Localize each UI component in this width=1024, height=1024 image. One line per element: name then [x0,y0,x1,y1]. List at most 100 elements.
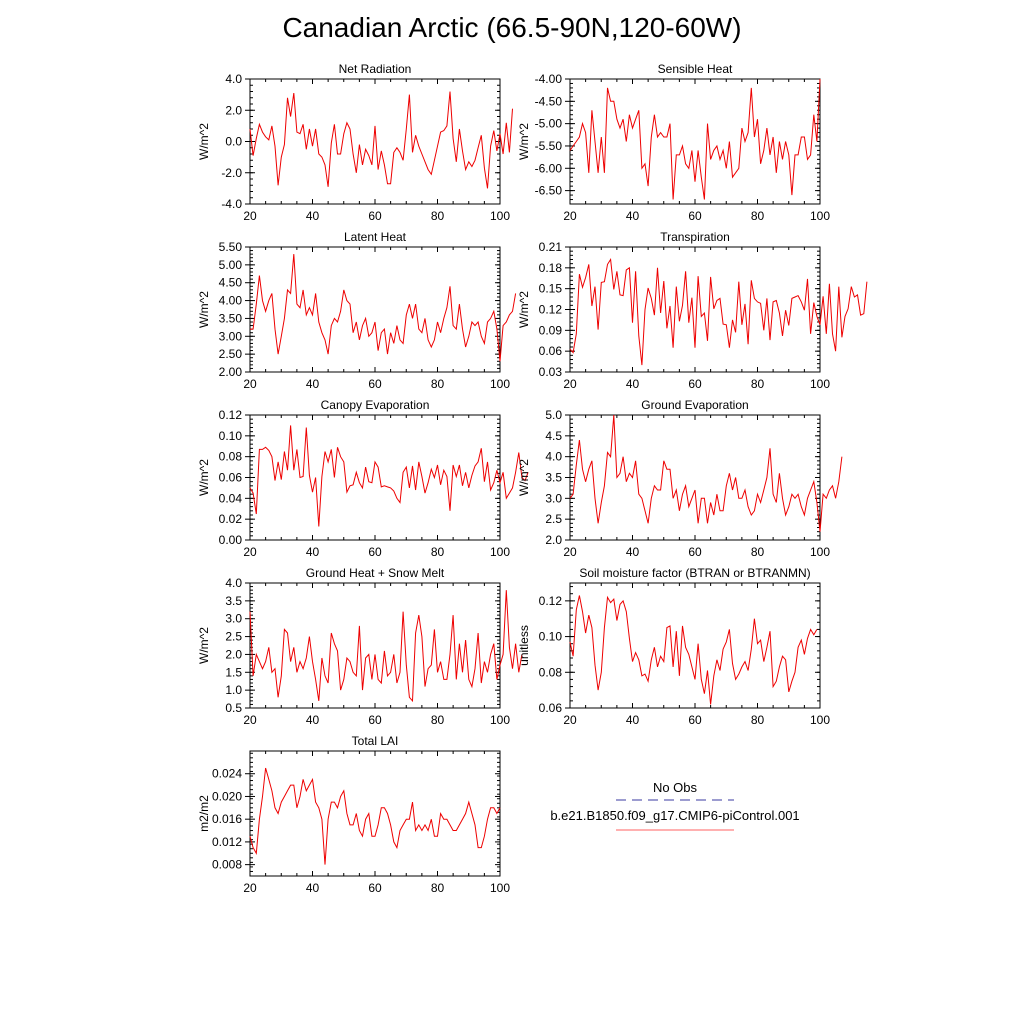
y-tick-label: 1.5 [225,665,242,679]
x-tick-label: 20 [243,881,257,895]
y-tick-label: -6.50 [535,184,563,198]
y-tick-label: 0.016 [212,812,242,826]
legend: No Obs b.e21.B1850.f09_g17.CMIP6-piContro… [550,780,800,831]
y-tick-label: 0.12 [539,303,563,317]
x-tick-label: 40 [306,881,320,895]
y-tick-label: 4.0 [225,72,242,86]
plot-frame [249,750,501,877]
y-tick-label: 0.008 [212,858,242,872]
y-tick-label: 0.10 [539,630,563,644]
y-tick-label: 2.50 [219,347,243,361]
y-tick-label: 0.020 [212,789,242,803]
y-tick-label: 0.5 [225,701,242,715]
x-tick-label: 100 [490,713,510,727]
panel-title: Net Radiation [339,62,412,76]
chart-panel: 20 40 60 80 100 0.00 0.02 0.04 0.06 0.08 0.10 0.12 C… [197,398,529,559]
plot-frame [249,414,501,541]
chart-panel: 20 40 60 80 100 -6.50 -6.00 -5.50 -5.00 -4.50 -4.0… [517,62,830,223]
x-tick-label: 60 [368,209,382,223]
x-tick-label: 100 [810,713,830,727]
y-tick-label: 3.0 [545,491,562,505]
y-tick-label: 2.0 [225,103,242,117]
panel-title: Ground Heat + Snow Melt [306,566,445,580]
y-axis-label: W/m^2 [197,291,211,328]
y-tick-label: 0.06 [539,701,563,715]
y-tick-label: 0.02 [219,512,243,526]
panel-title: Total LAI [352,734,399,748]
x-tick-label: 20 [243,713,257,727]
y-tick-label: 3.5 [225,594,242,608]
x-tick-label: 80 [431,545,445,559]
x-tick-label: 80 [431,713,445,727]
y-axis-label: m2/m2 [197,795,211,832]
x-tick-label: 100 [490,881,510,895]
y-tick-label: -2.0 [221,166,242,180]
series-line [569,78,821,200]
y-tick-label: 0.08 [539,665,563,679]
x-tick-label: 20 [563,545,577,559]
series-line [569,414,843,532]
chart-panel: 20 40 60 80 100 0.03 0.06 0.09 0.12 0.15 0.18 0.21 T… [517,230,868,391]
y-tick-label: 0.08 [219,450,243,464]
y-tick-label: 5.50 [219,240,243,254]
chart-panel: 20 40 60 80 100 0.008 0.012 0.016 0.020 0.024 Tota… [197,734,510,895]
x-tick-label: 60 [368,881,382,895]
y-tick-label: 0.06 [539,344,563,358]
y-tick-label: 0.03 [539,365,563,379]
x-tick-label: 40 [626,713,640,727]
chart-panel: 20 40 60 80 100 -4.0 -2.0 0.0 2.0 4.0 Net Radiatio… [197,62,513,223]
y-tick-label: 3.5 [545,471,562,485]
x-tick-label: 80 [751,545,765,559]
x-tick-label: 40 [306,545,320,559]
chart-panel: 20 40 60 80 100 0.5 1.0 1.5 2.0 2.5 3.0 3.5 4.0 Groun… [197,566,523,727]
plot-frame [249,582,501,709]
y-tick-label: -5.00 [535,117,563,131]
series-line [250,254,517,362]
y-tick-label: 5.00 [219,258,243,272]
y-tick-label: 0.21 [539,240,563,254]
x-tick-label: 40 [626,209,640,223]
x-tick-label: 100 [490,209,510,223]
y-tick-label: 4.0 [225,576,242,590]
y-tick-label: 0.12 [219,408,243,422]
x-tick-label: 60 [368,713,382,727]
legend-obs-label: No Obs [653,780,698,795]
page-title: Canadian Arctic (66.5-90N,120-60W) [282,12,742,43]
x-tick-label: 80 [431,209,445,223]
y-tick-label: 3.50 [219,311,243,325]
chart-panel: 20 40 60 80 100 2.00 2.50 3.00 3.50 4.00 4.50 5.00 5… [197,230,517,391]
x-tick-label: 100 [810,377,830,391]
x-tick-label: 80 [431,881,445,895]
panel-title: Latent Heat [344,230,407,244]
y-axis-label: W/m^2 [197,627,211,664]
series-line [249,425,529,527]
plot-frame [569,414,821,541]
y-tick-label: 0.09 [539,323,563,337]
x-tick-label: 40 [306,209,320,223]
y-tick-label: 3.00 [219,329,243,343]
panel-title: Canopy Evaporation [321,398,430,412]
y-tick-label: 2.0 [545,533,562,547]
y-tick-label: -4.00 [535,72,563,86]
y-tick-label: 2.0 [225,647,242,661]
x-tick-label: 20 [243,545,257,559]
y-tick-label: -4.0 [221,197,242,211]
y-tick-label: 2.00 [219,365,243,379]
panel-title: Ground Evaporation [641,398,748,412]
series-line [249,590,523,703]
chart-panel: 20 40 60 80 100 0.06 0.08 0.10 0.12 Soil moisture… [517,566,830,727]
y-tick-label: 2.5 [225,630,242,644]
x-tick-label: 100 [490,545,510,559]
y-axis-label: unitless [517,625,531,666]
x-tick-label: 100 [490,377,510,391]
x-tick-label: 60 [688,545,702,559]
panel-title: Soil moisture factor (BTRAN or BTRANMN) [579,566,810,580]
x-tick-label: 60 [368,545,382,559]
x-tick-label: 80 [751,377,765,391]
y-tick-label: 5.0 [545,408,562,422]
y-tick-label: 3.0 [225,612,242,626]
x-tick-label: 60 [368,377,382,391]
y-tick-label: 0.0 [225,135,242,149]
